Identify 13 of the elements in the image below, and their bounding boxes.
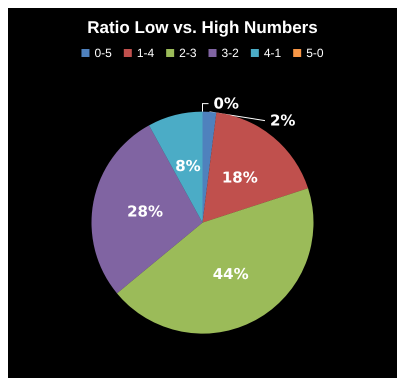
data-label: 8% — [175, 156, 201, 175]
chart-title: Ratio Low vs. High Numbers — [87, 18, 318, 37]
data-label: 44% — [212, 264, 249, 283]
legend-label: 4-1 — [264, 46, 282, 60]
legend-label: 5-0 — [306, 46, 324, 60]
legend-label: 2-3 — [179, 46, 197, 60]
legend-label: 3-2 — [222, 46, 240, 60]
data-label: 18% — [222, 168, 258, 187]
legend-label: 0-5 — [94, 46, 112, 60]
data-label: 28% — [127, 202, 163, 221]
text: 0% — [214, 94, 239, 113]
legend-label: 1-4 — [136, 46, 154, 60]
data-label: 2% — [270, 112, 296, 130]
